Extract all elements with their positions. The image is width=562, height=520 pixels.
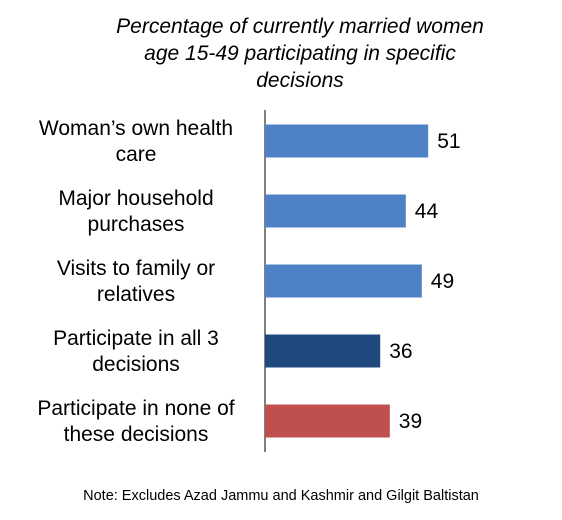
category-label: care [116, 143, 157, 166]
bar-value-label: 49 [431, 270, 454, 293]
category-label: relatives [97, 283, 175, 306]
bar-value-label: 39 [399, 410, 422, 433]
bar [265, 264, 422, 298]
chart-title: Percentage of currently married women age… [116, 15, 484, 92]
chart-title-line: Percentage of currently married women [116, 15, 484, 38]
bar [265, 124, 429, 158]
bars [265, 124, 429, 438]
bar-value-label: 44 [415, 200, 439, 223]
category-label: purchases [88, 213, 185, 236]
value-labels: 51 44 49 36 39 [389, 130, 460, 433]
bar-value-label: 36 [389, 340, 412, 363]
footnote: Note: Excludes Azad Jammu and Kashmir an… [83, 488, 479, 504]
chart-title-line: decisions [256, 69, 344, 92]
category-label: Major household [58, 187, 213, 210]
bar [265, 404, 390, 438]
category-label: decisions [92, 353, 180, 376]
category-label: Woman’s own health [39, 117, 233, 140]
category-label: Participate in none of [37, 397, 234, 420]
bar-value-label: 51 [437, 130, 460, 153]
bar [265, 194, 406, 228]
bar [265, 334, 381, 368]
category-labels: Woman’s own health care Major household pur… [37, 117, 234, 446]
chart-title-line: age 15-49 participating in specific [144, 42, 456, 65]
category-label: these decisions [64, 423, 209, 446]
category-label: Participate in all 3 [53, 327, 219, 350]
category-label: Visits to family or [57, 257, 215, 280]
